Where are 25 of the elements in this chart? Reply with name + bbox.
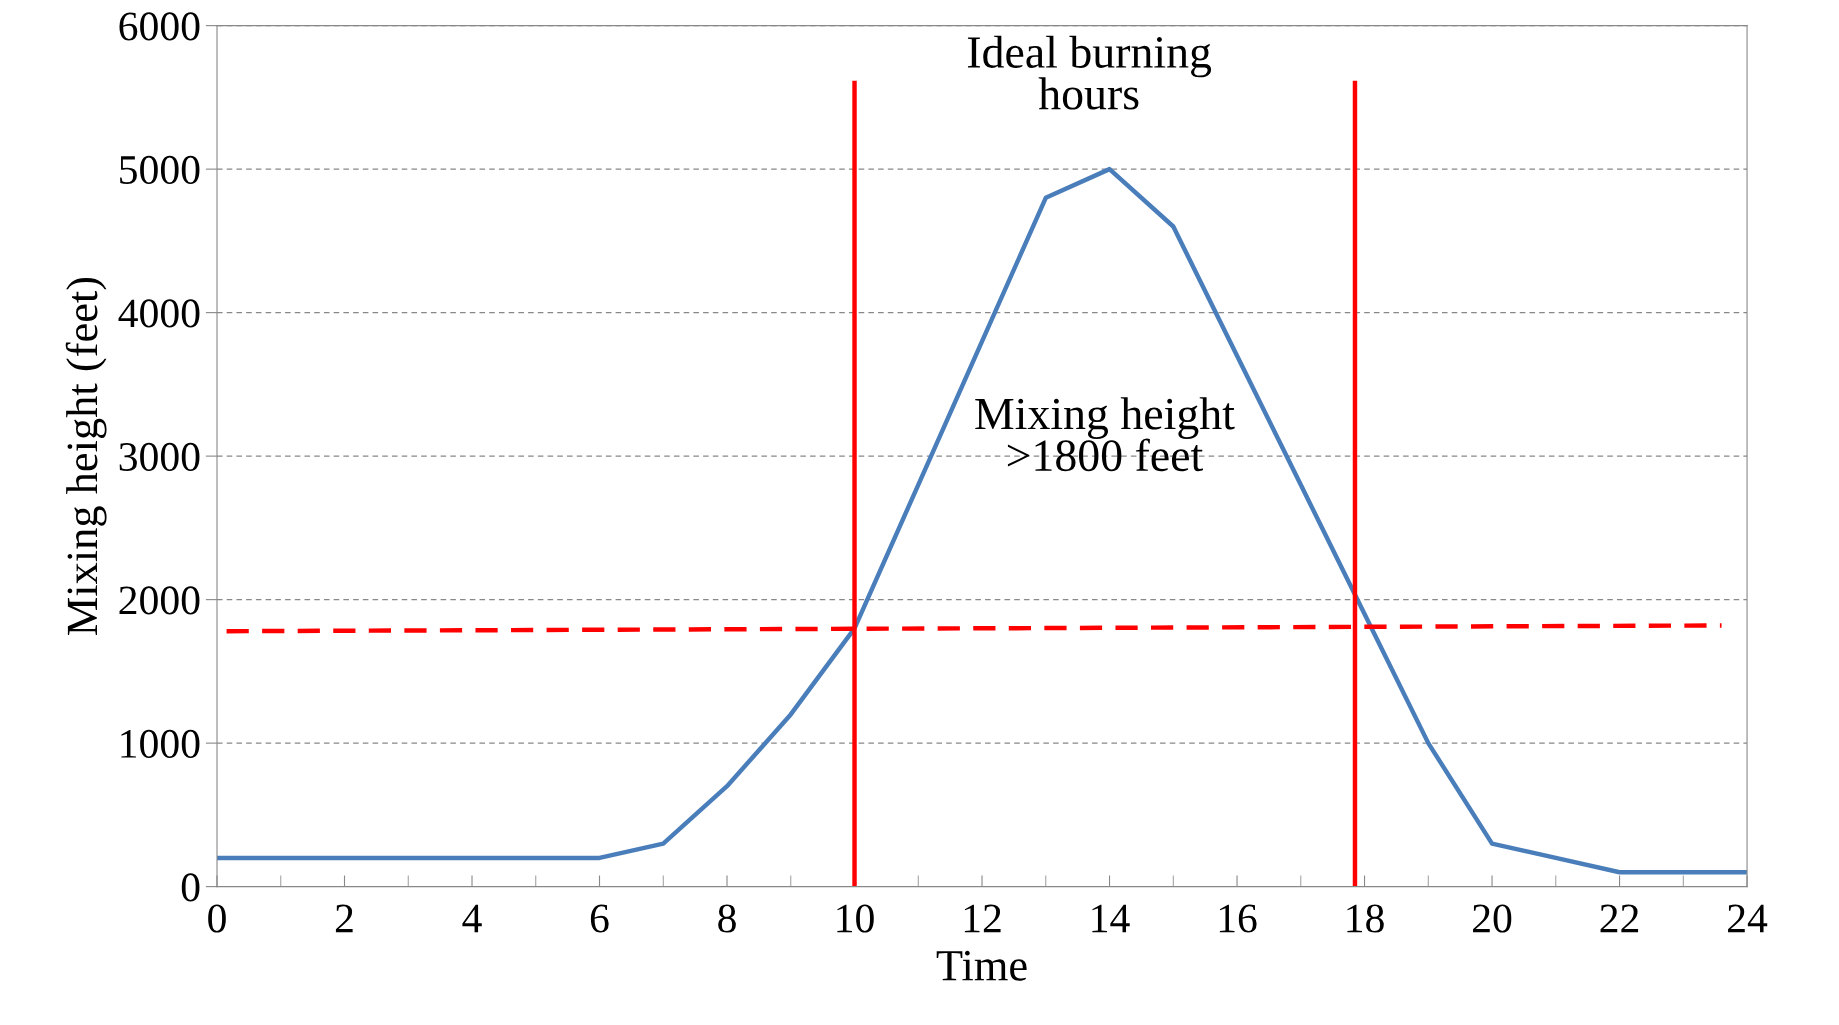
x-tick-label: 16 (1219, 904, 1257, 933)
y-tick-label: 6000 (119, 12, 200, 41)
x-tick-label: 18 (1347, 904, 1384, 933)
x-tick-label: 0 (208, 904, 226, 933)
y-tick-label: 5000 (120, 155, 200, 184)
y-tick-label: 0 (181, 873, 200, 902)
y-tick-label: 1000 (121, 729, 200, 758)
y-tick-label: 3000 (119, 442, 200, 471)
x-axis-title: Time (936, 950, 1027, 981)
y-axis-title: Mixing height (feet) (65, 277, 107, 636)
x-tick-label: 4 (462, 904, 482, 933)
x-tick-label: 8 (718, 904, 736, 933)
x-tick-label: 12 (964, 904, 1001, 933)
annotation: Mixing height >1800 feet (975, 397, 1235, 472)
annotation: Ideal burning hours (967, 35, 1212, 110)
y-tick-label: 4000 (118, 299, 200, 328)
x-tick-label: 6 (590, 904, 609, 933)
x-tick-label: 24 (1728, 904, 1768, 933)
x-tick-label: 20 (1473, 904, 1512, 933)
x-tick-label: 22 (1600, 904, 1639, 933)
x-tick-label: 2 (335, 904, 353, 933)
line-series (217, 166, 1748, 875)
y-tick-label: 2000 (119, 586, 200, 615)
x-tick-label: 10 (837, 904, 874, 933)
x-tick-label: 14 (1092, 904, 1130, 933)
